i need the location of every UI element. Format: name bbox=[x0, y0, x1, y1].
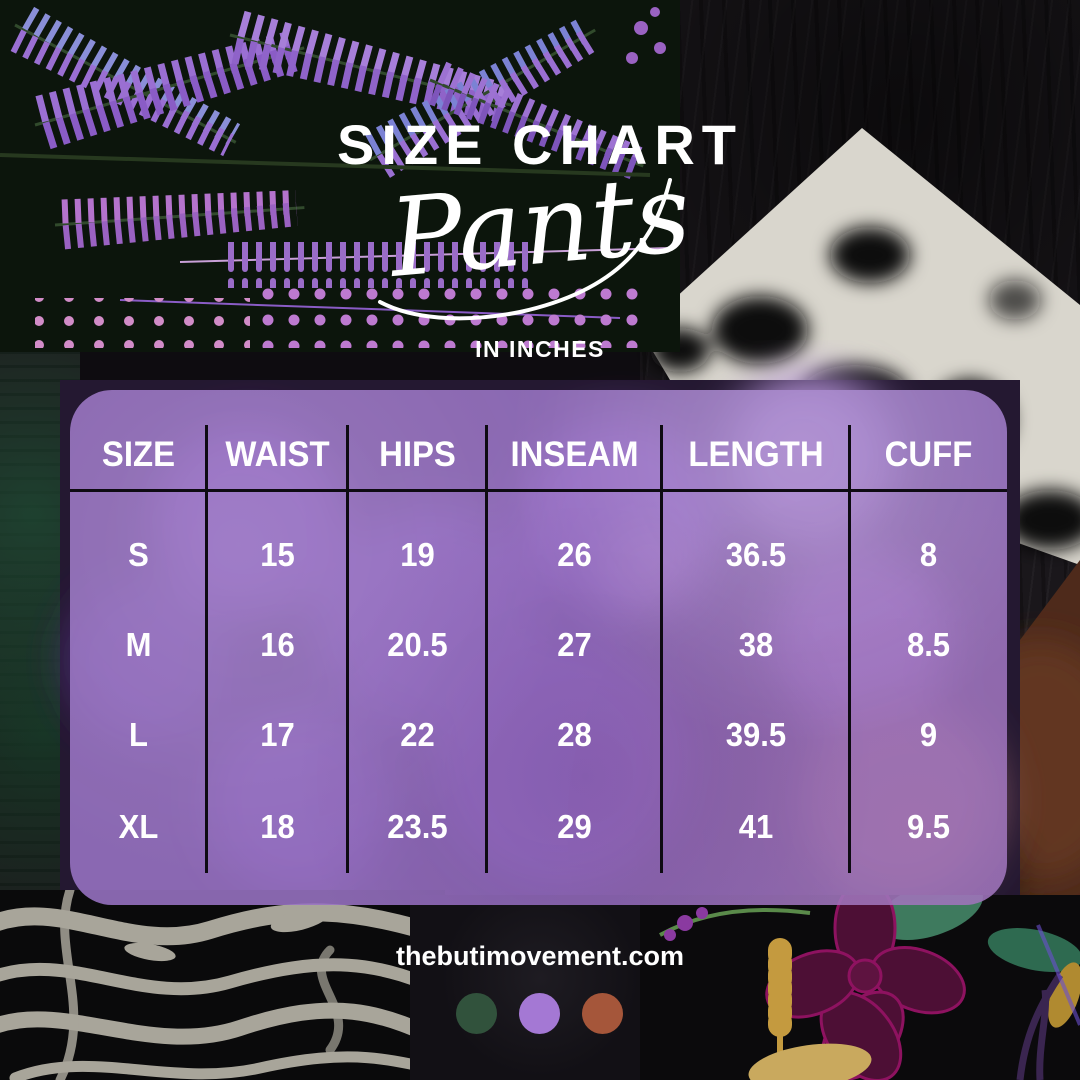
column-divider bbox=[346, 425, 349, 873]
value-cell: 36.5 bbox=[725, 536, 787, 573]
header-divider bbox=[70, 489, 1007, 492]
value-cell: 19 bbox=[400, 536, 435, 573]
fern-pattern-background bbox=[0, 0, 680, 352]
table-row-xl: XL 18 23.5 29 41 9.5 bbox=[70, 782, 1007, 872]
table-row-s: S 15 19 26 36.5 8 bbox=[70, 510, 1007, 600]
value-cell: 27 bbox=[557, 626, 592, 663]
column-divider bbox=[660, 425, 663, 873]
column-divider bbox=[205, 425, 208, 873]
header-cell-inseam: INSEAM bbox=[510, 435, 639, 474]
brand-dot-rust bbox=[582, 993, 623, 1034]
brand-dot-green bbox=[456, 993, 497, 1034]
units-label: IN INCHES bbox=[475, 336, 605, 362]
value-cell: 28 bbox=[557, 716, 592, 753]
size-cell: M bbox=[125, 626, 152, 663]
value-cell: 17 bbox=[260, 716, 295, 753]
value-cell: 9 bbox=[919, 716, 938, 753]
table-row-l: L 17 22 28 39.5 9 bbox=[70, 690, 1007, 780]
value-cell: 8.5 bbox=[906, 626, 951, 663]
value-cell: 9.5 bbox=[906, 808, 951, 845]
value-cell: 15 bbox=[260, 536, 295, 573]
size-table-panel: SIZE WAIST HIPS INSEAM LENGTH CUFF S 15 … bbox=[70, 390, 1007, 905]
website-url: thebutimovement.com bbox=[395, 941, 685, 971]
page-title: SIZE CHART bbox=[337, 113, 743, 176]
value-cell: 41 bbox=[738, 808, 774, 845]
zebra-pattern-background bbox=[0, 890, 445, 1080]
header-cell-hips: HIPS bbox=[379, 435, 456, 474]
script-flourish bbox=[378, 178, 672, 321]
column-divider bbox=[485, 425, 488, 873]
header-cell-cuff: CUFF bbox=[884, 435, 973, 474]
size-cell: S bbox=[128, 536, 149, 573]
size-cell: L bbox=[129, 716, 148, 753]
header-cell-length: LENGTH bbox=[688, 435, 824, 474]
header-cell-waist: WAIST bbox=[225, 435, 330, 474]
value-cell: 8 bbox=[919, 536, 938, 573]
header-cell-size: SIZE bbox=[101, 435, 176, 474]
value-cell: 38 bbox=[738, 626, 774, 663]
value-cell: 23.5 bbox=[387, 808, 448, 845]
value-cell: 22 bbox=[400, 716, 435, 753]
table-header-row: SIZE WAIST HIPS INSEAM LENGTH CUFF bbox=[70, 420, 1007, 490]
smoke-texture-background bbox=[410, 895, 670, 1080]
value-cell: 26 bbox=[557, 536, 592, 573]
value-cell: 29 bbox=[557, 808, 592, 845]
value-cell: 18 bbox=[260, 808, 295, 845]
value-cell: 16 bbox=[260, 626, 295, 663]
value-cell: 39.5 bbox=[725, 716, 787, 753]
brand-dot-purple bbox=[519, 993, 560, 1034]
size-cell: XL bbox=[118, 808, 159, 845]
column-divider bbox=[848, 425, 851, 873]
flower-pattern-background bbox=[640, 895, 1080, 1080]
value-cell: 20.5 bbox=[387, 626, 448, 663]
table-row-m: M 16 20.5 27 38 8.5 bbox=[70, 600, 1007, 690]
